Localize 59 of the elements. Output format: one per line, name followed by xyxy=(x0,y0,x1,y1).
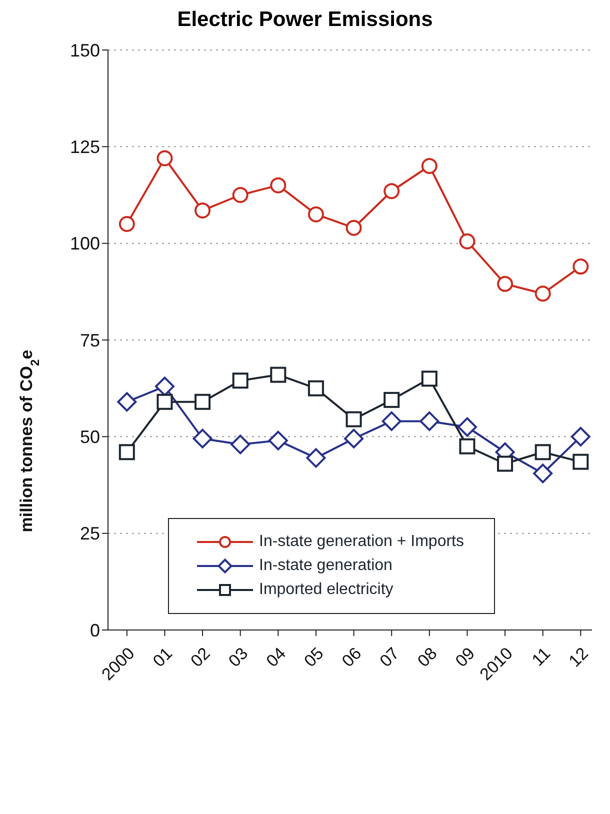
point xyxy=(118,444,135,460)
x-tick-label: 05 xyxy=(300,644,328,671)
point xyxy=(230,434,250,454)
point xyxy=(533,464,553,484)
point xyxy=(382,411,402,431)
x-tick-label: 01 xyxy=(149,644,176,671)
point xyxy=(308,206,324,222)
point xyxy=(534,444,551,460)
y-tick-label: 50 xyxy=(80,427,100,448)
point xyxy=(421,158,438,174)
point xyxy=(346,220,362,236)
x-tick-label: 07 xyxy=(376,644,403,671)
x-tick-label: 03 xyxy=(224,644,252,671)
point xyxy=(459,438,476,454)
point xyxy=(457,417,477,437)
point xyxy=(384,183,400,200)
point xyxy=(420,411,440,431)
chart-title: Electric Power Emissions xyxy=(176,8,434,32)
x-tick-label: 08 xyxy=(414,644,441,671)
point xyxy=(194,202,211,218)
point xyxy=(156,150,173,166)
point xyxy=(232,372,248,389)
point xyxy=(344,428,364,448)
point xyxy=(421,370,438,387)
point xyxy=(118,216,135,232)
legend-label: Imported electricity xyxy=(259,581,394,599)
point xyxy=(384,392,400,408)
x-tick-label: 04 xyxy=(262,644,290,671)
x-tick-label: 06 xyxy=(338,644,366,671)
point xyxy=(117,392,137,412)
point xyxy=(156,394,173,410)
x-tick-label: 11 xyxy=(528,644,554,670)
point xyxy=(194,394,211,410)
y-tick-label: 150 xyxy=(70,40,100,60)
point xyxy=(570,426,590,446)
point xyxy=(192,428,212,448)
point xyxy=(534,286,551,302)
point xyxy=(270,366,286,383)
y-tick-label: 100 xyxy=(70,234,100,254)
legend-label: In-state generation + Imports xyxy=(259,533,464,551)
point xyxy=(572,454,589,470)
point xyxy=(572,258,589,275)
point xyxy=(497,276,514,292)
x-tick-label: 12 xyxy=(565,644,592,671)
y-tick-label: 25 xyxy=(80,524,100,544)
x-tick-label: 02 xyxy=(187,644,214,671)
x-tick-label: 09 xyxy=(452,644,479,671)
y-tick-label: 0 xyxy=(90,620,100,640)
legend-label: In-state generation xyxy=(259,557,392,575)
point xyxy=(232,187,248,203)
point xyxy=(497,456,514,472)
point xyxy=(459,233,476,250)
point xyxy=(268,430,288,450)
y-tick-label: 125 xyxy=(70,137,100,158)
point xyxy=(346,411,362,428)
point xyxy=(306,448,326,468)
y-tick-label: 75 xyxy=(80,330,100,350)
point xyxy=(308,380,324,396)
point xyxy=(270,177,286,194)
